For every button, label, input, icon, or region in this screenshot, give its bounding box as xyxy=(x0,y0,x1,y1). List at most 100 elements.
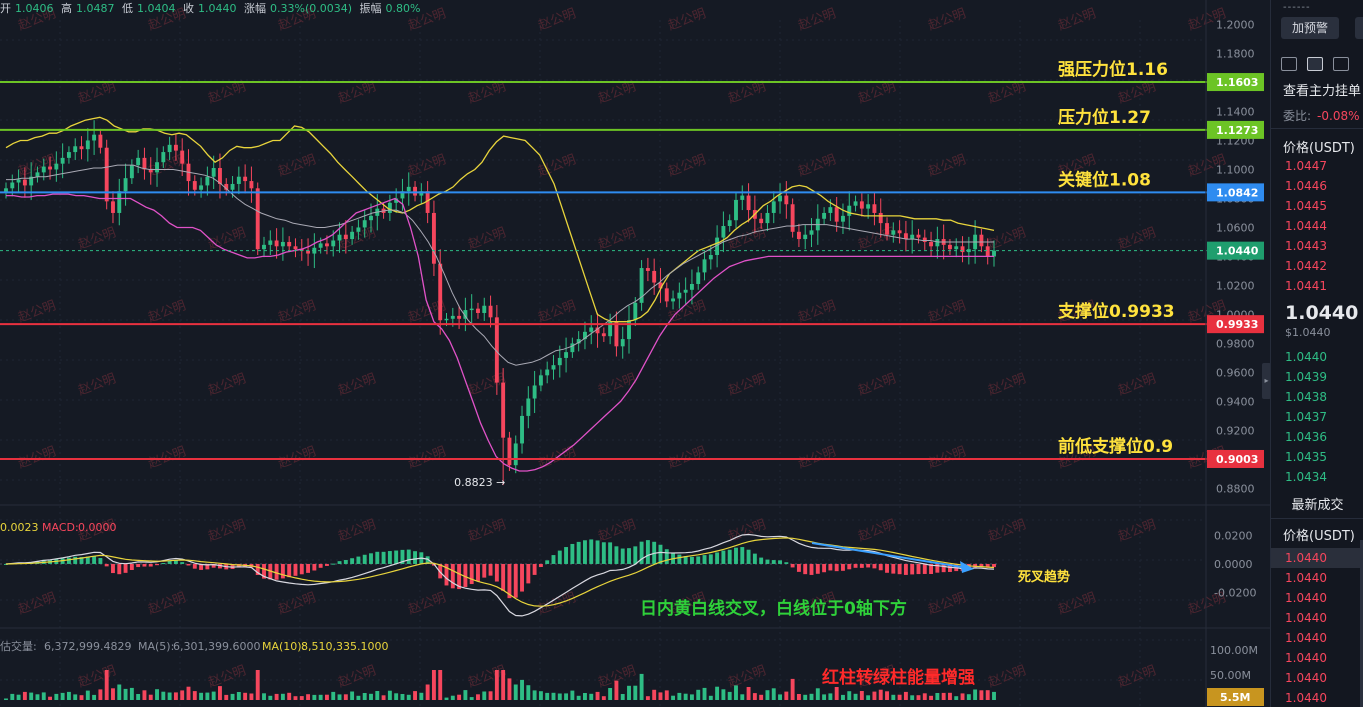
trade-price-row[interactable]: 1.0440 xyxy=(1285,571,1327,585)
candle-body xyxy=(614,321,619,347)
macd-bar xyxy=(853,563,858,568)
bid-price-row[interactable]: 1.0440 xyxy=(1285,350,1327,364)
level-tag-box xyxy=(1207,183,1264,202)
watermark-text: 赵公明 xyxy=(536,152,578,179)
ask-price-row[interactable]: 1.0446 xyxy=(1285,179,1327,193)
candle-body xyxy=(142,157,147,170)
candle-body xyxy=(765,212,770,224)
candle-body xyxy=(532,385,537,399)
candle-body xyxy=(98,134,103,148)
ask-price-row[interactable]: 1.0445 xyxy=(1285,199,1327,213)
trade-price-row[interactable]: 1.0440 xyxy=(1285,631,1327,645)
macd-bar xyxy=(608,542,613,564)
book-asks-icon[interactable] xyxy=(1307,57,1323,71)
macd-dif-label: 0.0023 xyxy=(0,521,39,534)
candle-body xyxy=(601,333,606,337)
candle-body xyxy=(438,263,443,321)
volume-bar xyxy=(92,694,97,700)
order-book-panel: ------ 加预警 查看主力挂单 委比: -0.08% 价格(USDT) 1.0… xyxy=(1270,0,1363,707)
volume-bar xyxy=(155,689,159,700)
volume-ma10-name: MA(10): xyxy=(262,640,305,653)
divider xyxy=(1271,128,1363,129)
ask-price-row[interactable]: 1.0443 xyxy=(1285,239,1327,253)
trade-price-row[interactable]: 1.0440 xyxy=(1285,551,1327,565)
macd-bar xyxy=(173,560,178,564)
volume-bar xyxy=(350,691,355,700)
ask-price-row[interactable]: 1.0444 xyxy=(1285,219,1327,233)
trades-scrollbar[interactable] xyxy=(1360,540,1363,707)
macd-bar xyxy=(413,551,417,564)
price-chart[interactable]: 赵公明 赵公明 赵公明 赵公明 赵公明 赵公明 赵公明 赵公明 赵公明 赵公明赵公明 赵公明 赵公明赵… xyxy=(0,0,1270,707)
trade-price-row[interactable]: 1.0440 xyxy=(1285,611,1327,625)
macd-bar xyxy=(60,558,65,564)
book-both-icon[interactable] xyxy=(1281,57,1297,71)
ask-price-row[interactable]: 1.0442 xyxy=(1285,259,1327,273)
last-price: 1.0440 xyxy=(1285,302,1359,324)
candle-body xyxy=(243,176,248,182)
volume-bar xyxy=(199,692,204,700)
ask-price-row[interactable]: 1.0441 xyxy=(1285,279,1327,293)
macd-bar xyxy=(111,563,115,574)
macd-bar xyxy=(92,556,97,564)
macd-bar xyxy=(268,563,273,580)
volume-ma5-value: 6,301,399.6000 xyxy=(173,640,260,653)
volume-tick-label: 100.00M xyxy=(1210,644,1258,657)
candle-body xyxy=(847,205,852,216)
bid-price-row[interactable]: 1.0439 xyxy=(1285,370,1327,384)
macd-bar xyxy=(274,563,279,580)
watermark-text: 赵公明 xyxy=(926,590,968,617)
candle-body xyxy=(155,162,159,173)
macd-bar xyxy=(796,563,801,572)
volume-bar xyxy=(457,694,462,700)
collapse-panel-handle[interactable]: ▸ xyxy=(1262,363,1271,399)
level-tag-box xyxy=(1207,315,1264,334)
volume-bar xyxy=(538,691,543,700)
macd-bar xyxy=(664,549,669,564)
macd-bar xyxy=(501,563,506,591)
volume-bar xyxy=(224,694,229,700)
bid-price-row[interactable]: 1.0436 xyxy=(1285,430,1327,444)
level-tag-label: 0.9933 xyxy=(1216,318,1258,331)
volume-bar xyxy=(444,697,449,700)
trade-price-row[interactable]: 1.0440 xyxy=(1285,591,1327,605)
macd-bar xyxy=(306,563,311,573)
candle-body xyxy=(48,166,53,170)
candle-body xyxy=(803,234,808,240)
book-bids-icon[interactable] xyxy=(1333,57,1349,71)
bid-price-row[interactable]: 1.0438 xyxy=(1285,390,1327,404)
volume-bar xyxy=(589,693,594,700)
ohlc-bar: 开 1.0406 高 1.0487 低 1.0404 收 1.0440 涨幅 0.33%(… xyxy=(0,0,424,18)
macd-bar xyxy=(885,563,889,573)
volume-bar xyxy=(318,694,323,700)
candle-body xyxy=(35,172,40,177)
candle-body xyxy=(834,207,839,222)
candle-body xyxy=(450,315,455,319)
trend-arrow-head xyxy=(960,561,974,573)
candle-body xyxy=(822,212,827,219)
boll-mid-line xyxy=(6,164,994,366)
candle-body xyxy=(117,191,122,213)
volume-bar xyxy=(381,695,386,700)
trade-price-row[interactable]: 1.0440 xyxy=(1285,691,1327,705)
candle-body xyxy=(180,150,185,164)
price-tick-label: 1.1000 xyxy=(1216,163,1255,176)
bid-price-row[interactable]: 1.0437 xyxy=(1285,410,1327,424)
volume-bar xyxy=(111,688,115,700)
bid-price-row[interactable]: 1.0435 xyxy=(1285,450,1327,464)
trade-price-row[interactable]: 1.0440 xyxy=(1285,671,1327,685)
macd-bar xyxy=(790,563,795,568)
bid-price-row[interactable]: 1.0434 xyxy=(1285,470,1327,484)
more-button[interactable] xyxy=(1355,17,1363,39)
open-label: 开 xyxy=(0,2,11,15)
volume-bar xyxy=(903,691,908,700)
candle-body xyxy=(985,246,990,257)
watermark-text: 赵公明 xyxy=(666,6,708,33)
add-alert-button[interactable]: 加预警 xyxy=(1281,17,1339,39)
candle-body xyxy=(463,310,468,319)
watermark-text: 赵公明 xyxy=(146,298,188,325)
main-orders-link[interactable]: 查看主力挂单 xyxy=(1283,84,1362,99)
macd-bar xyxy=(576,541,581,564)
candle-body xyxy=(702,259,707,273)
ask-price-row[interactable]: 1.0447 xyxy=(1285,159,1327,173)
trade-price-row[interactable]: 1.0440 xyxy=(1285,651,1327,665)
